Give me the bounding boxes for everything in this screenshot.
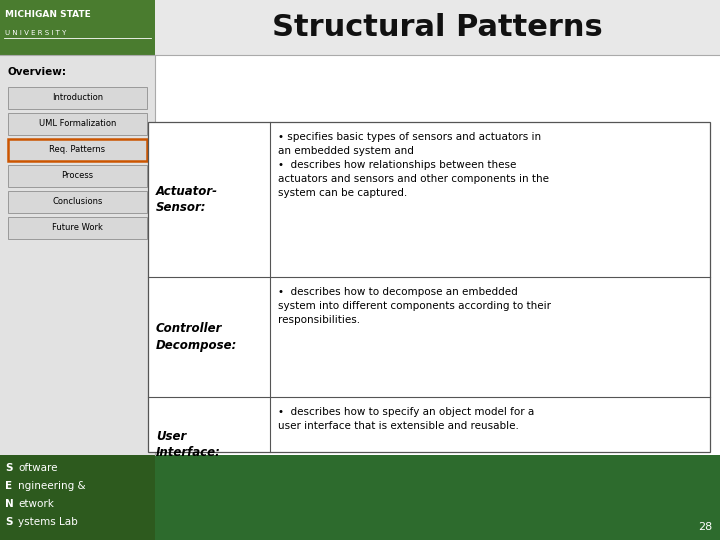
Text: 28: 28: [698, 522, 712, 532]
Text: actuators and sensors and other components in the: actuators and sensors and other componen…: [278, 174, 549, 184]
FancyBboxPatch shape: [8, 139, 147, 161]
Text: •  describes how relationships between these: • describes how relationships between th…: [278, 160, 516, 170]
Text: Introduction: Introduction: [52, 93, 103, 103]
Text: Actuator-: Actuator-: [156, 185, 218, 198]
Text: Interface:: Interface:: [156, 446, 221, 459]
Text: an embedded system and: an embedded system and: [278, 146, 414, 156]
FancyBboxPatch shape: [0, 55, 155, 455]
Text: ngineering &: ngineering &: [18, 481, 86, 491]
Text: • specifies basic types of sensors and actuators in: • specifies basic types of sensors and a…: [278, 132, 541, 142]
Text: etwork: etwork: [18, 499, 54, 509]
Text: Req. Patterns: Req. Patterns: [50, 145, 106, 154]
Text: oftware: oftware: [18, 463, 58, 473]
FancyBboxPatch shape: [148, 122, 710, 452]
Text: Overview:: Overview:: [8, 67, 67, 77]
Text: user interface that is extensible and reusable.: user interface that is extensible and re…: [278, 421, 519, 431]
Text: User: User: [156, 430, 186, 443]
Text: UML Formalization: UML Formalization: [39, 119, 116, 129]
Text: Process: Process: [61, 172, 94, 180]
FancyBboxPatch shape: [8, 165, 147, 187]
FancyBboxPatch shape: [8, 191, 147, 213]
Text: E: E: [5, 481, 12, 491]
Text: N: N: [5, 499, 14, 509]
Text: responsibilities.: responsibilities.: [278, 315, 360, 325]
Text: MICHIGAN STATE: MICHIGAN STATE: [5, 10, 91, 19]
FancyBboxPatch shape: [8, 87, 147, 109]
Text: Future Work: Future Work: [52, 224, 103, 233]
Text: •  describes how to specify an object model for a: • describes how to specify an object mod…: [278, 407, 534, 417]
FancyBboxPatch shape: [0, 455, 720, 540]
FancyBboxPatch shape: [155, 55, 720, 455]
FancyBboxPatch shape: [0, 0, 155, 55]
Text: •  describes how to decompose an embedded: • describes how to decompose an embedded: [278, 287, 518, 297]
Text: ystems Lab: ystems Lab: [18, 517, 78, 527]
Text: Controller: Controller: [156, 322, 222, 335]
Text: system into different components according to their: system into different components accordi…: [278, 301, 551, 311]
Text: Sensor:: Sensor:: [156, 201, 207, 214]
Text: U N I V E R S I T Y: U N I V E R S I T Y: [5, 30, 66, 36]
FancyBboxPatch shape: [8, 217, 147, 239]
FancyBboxPatch shape: [8, 113, 147, 135]
Text: Conclusions: Conclusions: [53, 198, 103, 206]
Text: S: S: [5, 463, 12, 473]
Text: system can be captured.: system can be captured.: [278, 188, 408, 198]
Text: S: S: [5, 517, 12, 527]
Text: Decompose:: Decompose:: [156, 339, 238, 352]
Text: Structural Patterns: Structural Patterns: [272, 13, 603, 42]
FancyBboxPatch shape: [0, 455, 155, 540]
